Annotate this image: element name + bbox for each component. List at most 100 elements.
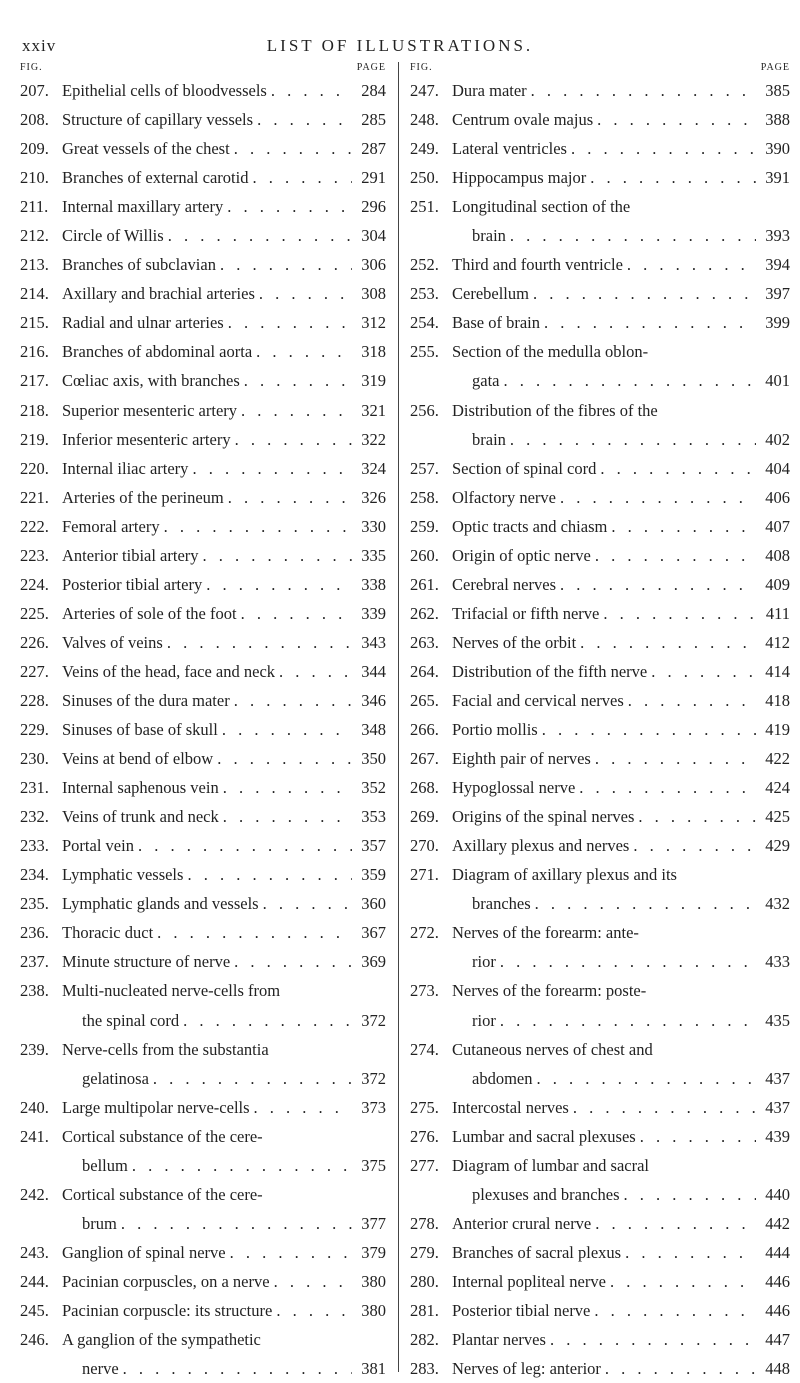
dot-leader <box>624 686 756 715</box>
figure-number: 270. <box>410 836 439 856</box>
page-number: 350 <box>361 749 386 769</box>
figure-title: Veins of trunk and neck <box>62 807 219 827</box>
entry-line: nerve 381 <box>20 1354 386 1383</box>
figure-number: 226. <box>20 632 49 652</box>
dot-leader <box>164 221 352 250</box>
figure-title: Internal maxillary artery <box>62 197 224 217</box>
list-entry: 211. Internal maxillary artery 296 <box>20 192 386 221</box>
entry-line: brum 377 <box>20 1209 386 1238</box>
dot-leader <box>540 308 756 337</box>
figure-number: 216. <box>20 342 49 362</box>
list-entry: 257. Section of spinal cord 404 <box>410 454 790 483</box>
dot-leader <box>224 483 352 512</box>
page-number: 312 <box>361 313 386 333</box>
figure-title: rior <box>472 952 496 972</box>
figure-number: 281. <box>410 1300 439 1320</box>
dot-leader <box>591 1209 756 1238</box>
page-number: 318 <box>361 342 386 362</box>
figure-number: 255. <box>410 342 439 362</box>
figure-number: 225. <box>20 603 49 623</box>
figure-title: Radial and ulnar arteries <box>62 313 224 333</box>
page-number: 419 <box>765 720 790 740</box>
list-entry: 240. Large multipolar nerve-cells 373 <box>20 1093 386 1122</box>
figure-title: Lumbar and sacral plexuses <box>452 1126 636 1146</box>
page-number: 343 <box>361 632 386 652</box>
list-entry: 245. Pacinian corpuscle: its structure 380 <box>20 1296 386 1325</box>
dot-leader <box>153 918 352 947</box>
figure-title: Intercostal nerves <box>452 1097 569 1117</box>
figure-title: Centrum ovale majus <box>452 110 594 130</box>
list-entry: 249. Lateral ventricles 390 <box>410 134 790 163</box>
page-number: 379 <box>361 1242 386 1262</box>
figure-title: Multi-nucleated nerve-cells from <box>62 981 281 1001</box>
entry-line: 207. Epithelial cells of bloodvessels 284 <box>20 76 386 105</box>
entry-line: 266. Portio mollis 419 <box>410 715 790 744</box>
figure-title: Veins of the head, face and neck <box>62 661 276 681</box>
figure-title: Dura mater <box>452 81 527 100</box>
figure-number: 229. <box>20 720 49 740</box>
entry-line: 243. Ganglion of spinal nerve 379 <box>20 1238 386 1267</box>
list-entry: 263. Nerves of the orbit 412 <box>410 628 790 657</box>
page-number: 335 <box>361 545 386 565</box>
dot-leader <box>601 1354 756 1383</box>
dot-leader <box>599 599 756 628</box>
list-entry: 244. Pacinian corpuscles, on a nerve 380 <box>20 1267 386 1296</box>
indent <box>410 947 472 976</box>
page-number: 442 <box>765 1213 790 1233</box>
entry-line: bellum 375 <box>20 1151 386 1180</box>
figure-title: Anterior tibial artery <box>62 545 199 565</box>
entry-line: 234. Lymphatic vessels 359 <box>20 860 386 889</box>
list-entry: 234. Lymphatic vessels 359 <box>20 860 386 889</box>
dot-leader <box>529 279 756 308</box>
entry-line: 254. Base of brain 399 <box>410 308 790 337</box>
figure-title: Cortical substance of the cere- <box>62 1184 263 1204</box>
entry-line: 269. Origins of the spinal nerves 425 <box>410 802 790 831</box>
dot-leader <box>149 1064 352 1093</box>
figure-title: Trifacial or fifth nerve <box>452 603 600 623</box>
figure-title: Section of spinal cord <box>452 458 597 478</box>
page-number: 339 <box>361 603 386 623</box>
page-number: 397 <box>765 284 790 304</box>
list-entry: 230. Veins at bend of elbow 350 <box>20 744 386 773</box>
entry-line: 252. Third and fourth ventricle 394 <box>410 250 790 279</box>
page-number: 402 <box>765 429 790 449</box>
entry-line: 249. Lateral ventricles 390 <box>410 134 790 163</box>
dot-leader <box>647 657 756 686</box>
entry-line: 226. Valves of veins 343 <box>20 628 386 657</box>
list-entry: 238. Multi-nucleated nerve-cells from the … <box>20 976 386 1034</box>
page-number: 447 <box>765 1330 790 1350</box>
list-entry: 255. Section of the medulla oblon-gata 401 <box>410 337 790 395</box>
figure-title: Lymphatic glands and vessels <box>62 894 259 914</box>
dot-leader <box>224 308 352 337</box>
list-entry: 265. Facial and cervical nerves 418 <box>410 686 790 715</box>
entry-line: gelatinosa 372 <box>20 1064 386 1093</box>
list-entry: 226. Valves of veins 343 <box>20 628 386 657</box>
page-number: 324 <box>361 458 386 478</box>
dot-leader <box>606 1267 756 1296</box>
page-number: 422 <box>765 749 790 769</box>
figure-number: 258. <box>410 487 439 507</box>
fig-label: FIG. <box>410 62 433 73</box>
figure-number: 269. <box>410 807 439 827</box>
list-entry: 275. Intercostal nerves 437 <box>410 1093 790 1122</box>
figure-number: 212. <box>20 226 49 246</box>
list-entry: 209. Great vessels of the chest 287 <box>20 134 386 163</box>
list-entry: 274. Cutaneous nerves of chest and abdomen… <box>410 1035 790 1093</box>
figure-number: 276. <box>410 1126 439 1146</box>
dot-leader <box>230 686 352 715</box>
dot-leader <box>531 889 756 918</box>
entry-line: rior 433 <box>410 947 790 976</box>
entry-line: 213. Branches of subclavian 306 <box>20 250 386 279</box>
entry-line: 223. Anterior tibial artery 335 <box>20 541 386 570</box>
page-number: 435 <box>765 1010 790 1030</box>
list-entry: 262. Trifacial or fifth nerve 411 <box>410 599 790 628</box>
dot-leader <box>240 366 352 395</box>
list-entry: 277. Diagram of lumbar and sacral plexuses… <box>410 1151 790 1209</box>
figure-number: 241. <box>20 1126 49 1146</box>
page-number: 446 <box>765 1300 790 1320</box>
entry-line: 233. Portal vein 357 <box>20 831 386 860</box>
list-entry: 266. Portio mollis 419 <box>410 715 790 744</box>
page-number: 377 <box>361 1213 386 1233</box>
dot-leader <box>527 76 756 105</box>
figure-title: A ganglion of the sympathetic <box>62 1330 261 1350</box>
